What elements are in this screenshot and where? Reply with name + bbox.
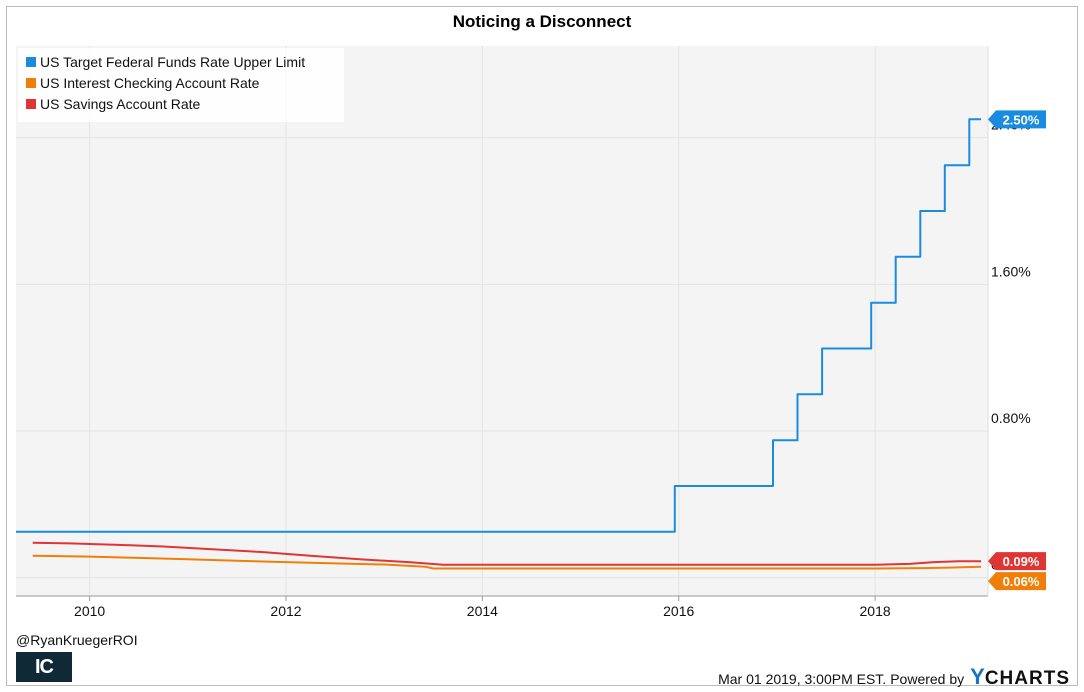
end-label-value-1: 2.50% (1003, 112, 1040, 127)
ycharts-logo-y[interactable]: Y (970, 664, 985, 689)
timestamp: Mar 01 2019, 3:00PM EST. (718, 671, 887, 687)
axes: 2010201220142016201800.80%1.60%2.40% (16, 46, 1031, 619)
legend-label-1: US Target Federal Funds Rate Upper Limit (40, 54, 305, 70)
powered-by-label: Powered by (890, 671, 965, 687)
end-labels: 2.50% 0.09% 0.06% (988, 110, 1046, 591)
y-tick-label: 0.80% (991, 410, 1031, 426)
legend-label-2: US Interest Checking Account Rate (40, 75, 260, 91)
series-line-3 (32, 541, 982, 566)
y-tick-label: 1.60% (991, 263, 1031, 279)
series-line-2 (32, 554, 982, 570)
x-tick-label: 2012 (270, 603, 301, 619)
legend-swatch-2 (26, 78, 36, 88)
end-label-value-3: 0.09% (1003, 554, 1040, 569)
footer: Mar 01 2019, 3:00PM EST. Powered by Y CHA… (718, 664, 1070, 690)
series-line-1 (16, 118, 982, 533)
plot-area (16, 46, 988, 596)
end-label-badge-3 (988, 552, 1046, 571)
end-label-badge-1 (988, 110, 1046, 129)
author-credit: @RyanKruegerROI (16, 632, 138, 648)
end-label-value-2: 0.06% (1003, 574, 1040, 589)
brand-logo: IC (16, 652, 72, 682)
x-tick-label: 2018 (860, 603, 891, 619)
end-label-badge-2 (988, 572, 1046, 591)
legend[interactable]: US Target Federal Funds Rate Upper Limit… (18, 48, 344, 122)
legend-swatch-1 (26, 57, 36, 67)
x-tick-label: 2010 (74, 603, 105, 619)
chart-title: Noticing a Disconnect (452, 12, 632, 31)
series-lines (16, 118, 982, 570)
legend-box (18, 48, 344, 122)
ycharts-logo-text[interactable]: CHARTS (984, 668, 1070, 689)
x-tick-label: 2014 (467, 603, 498, 619)
legend-label-3: US Savings Account Rate (40, 96, 201, 112)
x-tick-label: 2016 (663, 603, 694, 619)
legend-swatch-3 (26, 99, 36, 109)
grid-lines (16, 46, 988, 596)
